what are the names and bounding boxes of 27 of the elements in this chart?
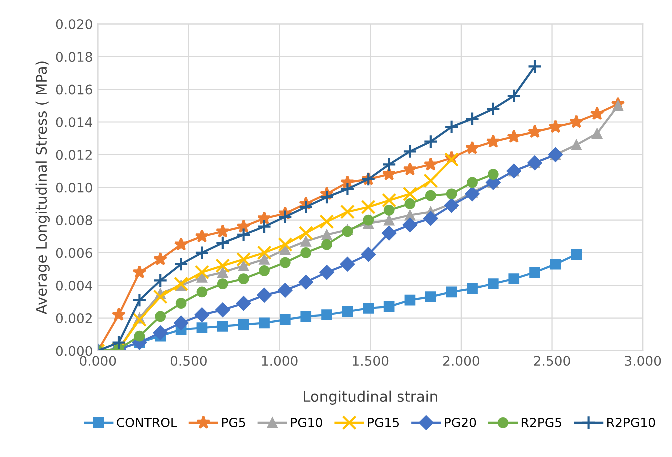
x-axis-title: Longitudinal strain <box>304 390 438 405</box>
y-tick-label: 0.020 <box>56 19 92 30</box>
legend-label: PG10 <box>291 418 322 428</box>
legend-label: PG5 <box>222 418 246 428</box>
y-tick-label: 0.000 <box>56 346 92 356</box>
y-tick-label: 0.006 <box>56 248 92 258</box>
y-tick-label: 0.012 <box>56 150 92 160</box>
x-tick-label: 1.000 <box>262 356 298 366</box>
x-tick-label: 1.500 <box>353 356 389 366</box>
y-tick-label: 0.018 <box>56 52 92 62</box>
y-tick-label: 0.002 <box>56 314 92 324</box>
y-tick-label: 0.016 <box>56 84 92 95</box>
y-tick-label: 0.008 <box>56 215 92 226</box>
y-tick-label: 0.014 <box>56 117 93 128</box>
y-tick-label: 0.010 <box>56 182 92 193</box>
y-axis-title: Average Longitudinal Stress ( MPa) <box>36 62 50 315</box>
x-tick-label: 3.000 <box>625 356 662 366</box>
y-tick-label: 0.004 <box>56 280 93 291</box>
legend-label: PG15 <box>368 418 400 428</box>
legend-label: R2PG5 <box>522 418 562 428</box>
x-tick-label: 0.000 <box>80 356 116 366</box>
x-tick-label: 0.500 <box>170 356 207 366</box>
x-tick-label: 2.000 <box>444 356 480 366</box>
legend-label: CONTROL <box>117 418 178 428</box>
x-tick-label: 2.500 <box>534 356 570 366</box>
legend-label: R2PG10 <box>608 418 656 428</box>
legend-label: PG20 <box>445 418 476 428</box>
